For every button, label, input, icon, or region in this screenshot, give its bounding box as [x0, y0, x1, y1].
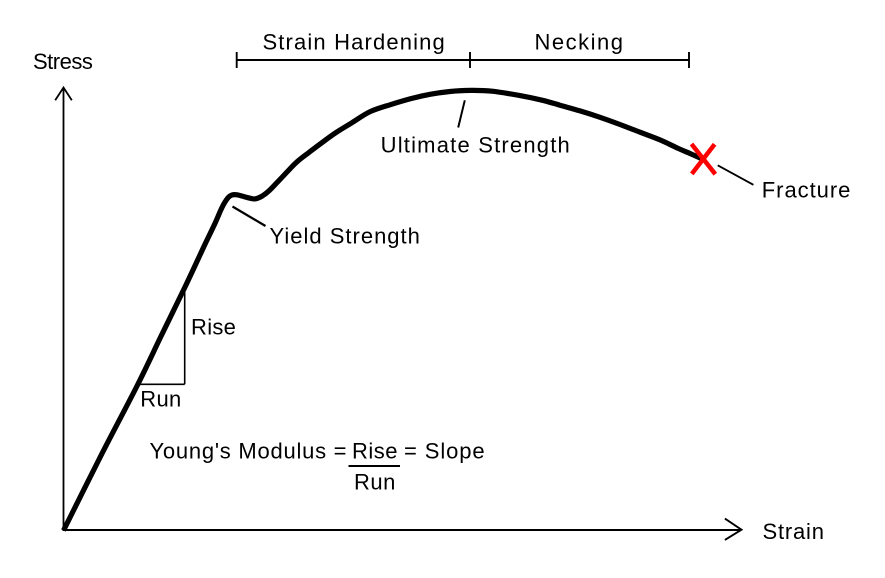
- svg-text:Strain Hardening: Strain Hardening: [262, 30, 446, 55]
- svg-text:Stress: Stress: [33, 49, 93, 74]
- svg-text:Rise: Rise: [191, 314, 236, 339]
- svg-text:Ultimate Strength: Ultimate Strength: [381, 133, 571, 158]
- svg-text:Run: Run: [354, 470, 396, 495]
- svg-text:Strain: Strain: [763, 519, 825, 544]
- svg-text:Run: Run: [140, 387, 181, 412]
- svg-text:Fracture: Fracture: [762, 177, 852, 202]
- svg-text:Rise: Rise: [352, 438, 398, 463]
- svg-text:= Slope: = Slope: [404, 438, 486, 463]
- svg-text:Yield Strength: Yield Strength: [270, 224, 421, 249]
- svg-text:Necking: Necking: [535, 30, 625, 55]
- svg-text:Young's Modulus =: Young's Modulus =: [150, 438, 348, 463]
